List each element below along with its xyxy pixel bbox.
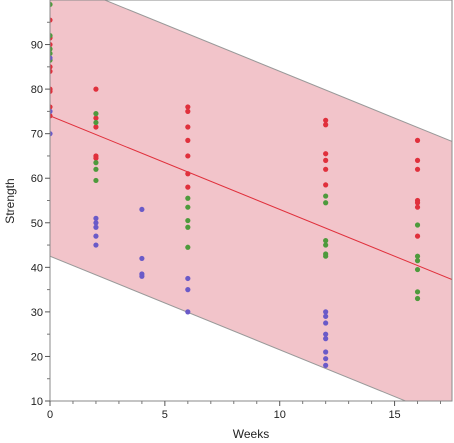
x-tick-label: 0 — [47, 409, 53, 421]
data-point — [50, 131, 53, 137]
x-tick-label: 10 — [274, 409, 286, 421]
data-point — [185, 108, 191, 114]
data-point — [323, 193, 329, 199]
data-point — [50, 1, 53, 8]
band-upper-edge — [103, 0, 452, 142]
y-tick-label: 30 — [31, 307, 43, 319]
x-tick-label: 5 — [162, 409, 168, 421]
data-point — [414, 137, 421, 143]
data-point — [185, 275, 191, 282]
data-point — [185, 244, 191, 250]
band-lower-edge — [50, 255, 407, 401]
y-tick-label: 20 — [31, 351, 43, 363]
data-point — [185, 124, 191, 130]
data-point — [323, 200, 329, 206]
data-point — [185, 171, 191, 177]
data-point — [50, 64, 53, 70]
data-point — [323, 309, 329, 315]
data-point — [93, 224, 99, 230]
data-point — [185, 184, 191, 190]
data-point — [323, 349, 329, 355]
data-point — [185, 153, 191, 159]
data-point — [323, 238, 329, 244]
data-point — [414, 266, 421, 273]
data-point — [93, 115, 99, 121]
data-point — [323, 117, 329, 123]
data-point — [185, 104, 191, 110]
data-point — [93, 242, 99, 248]
data-point — [323, 313, 329, 319]
data-point — [185, 195, 191, 201]
data-point — [323, 157, 329, 163]
data-point — [185, 204, 191, 210]
data-point — [414, 222, 421, 228]
data-point — [50, 33, 53, 39]
data-point — [93, 177, 99, 184]
data-point — [50, 17, 53, 23]
data-point — [50, 68, 53, 74]
data-point — [50, 55, 53, 61]
y-tick-label: 70 — [31, 129, 43, 141]
data-point — [93, 124, 99, 130]
regression-line — [50, 115, 452, 281]
data-point — [185, 287, 191, 293]
data-point — [93, 86, 99, 92]
data-point — [414, 157, 421, 163]
data-point — [323, 122, 329, 128]
data-point — [93, 233, 99, 239]
data-point — [50, 104, 53, 110]
data-point — [323, 242, 329, 248]
data-point — [50, 113, 53, 119]
data-point — [93, 155, 99, 161]
data-point — [414, 204, 421, 210]
data-point — [93, 220, 99, 226]
data-point — [323, 356, 329, 362]
data-point — [50, 46, 53, 52]
data-point — [414, 200, 421, 206]
data-point — [323, 166, 329, 172]
data-point — [414, 289, 421, 295]
data-point — [50, 108, 53, 114]
prediction-band — [50, 0, 452, 401]
data-point — [323, 362, 329, 368]
data-point — [414, 233, 421, 239]
y-tick-label: 80 — [31, 84, 43, 96]
data-point — [139, 255, 145, 262]
x-axis-title: Weeks — [233, 427, 269, 441]
y-tick-label: 10 — [31, 396, 43, 408]
data-point — [323, 320, 329, 326]
data-point — [185, 137, 191, 143]
y-tick-label: 50 — [31, 218, 43, 230]
data-point — [50, 50, 53, 57]
data-point — [139, 273, 145, 279]
data-point — [185, 224, 191, 230]
data-point — [323, 253, 329, 259]
axes: 0 5 10 15 10 20 30 40 50 60 70 80 90 — [31, 21, 442, 421]
data-point — [323, 151, 329, 157]
y-axis-title: Strength — [3, 178, 17, 223]
data-point — [185, 309, 191, 315]
plot-area — [50, 0, 452, 401]
y-tick-label: 60 — [31, 173, 43, 185]
data-point — [93, 119, 99, 126]
data-point — [139, 206, 145, 213]
data-point — [414, 166, 421, 172]
data-point — [50, 88, 53, 94]
data-point — [93, 166, 99, 172]
data-point — [414, 258, 421, 264]
y-tick-label: 40 — [31, 262, 43, 274]
data-point — [93, 215, 99, 221]
data-point — [323, 336, 329, 342]
y-tick-label: 90 — [31, 40, 43, 52]
data-point — [50, 41, 53, 48]
data-point — [414, 253, 421, 259]
data-point — [185, 217, 191, 224]
data-point — [93, 111, 99, 117]
data-point — [323, 182, 329, 188]
data-point — [93, 160, 99, 166]
x-tick-label: 15 — [388, 409, 400, 421]
data-point — [323, 331, 329, 337]
data-point — [414, 295, 421, 302]
